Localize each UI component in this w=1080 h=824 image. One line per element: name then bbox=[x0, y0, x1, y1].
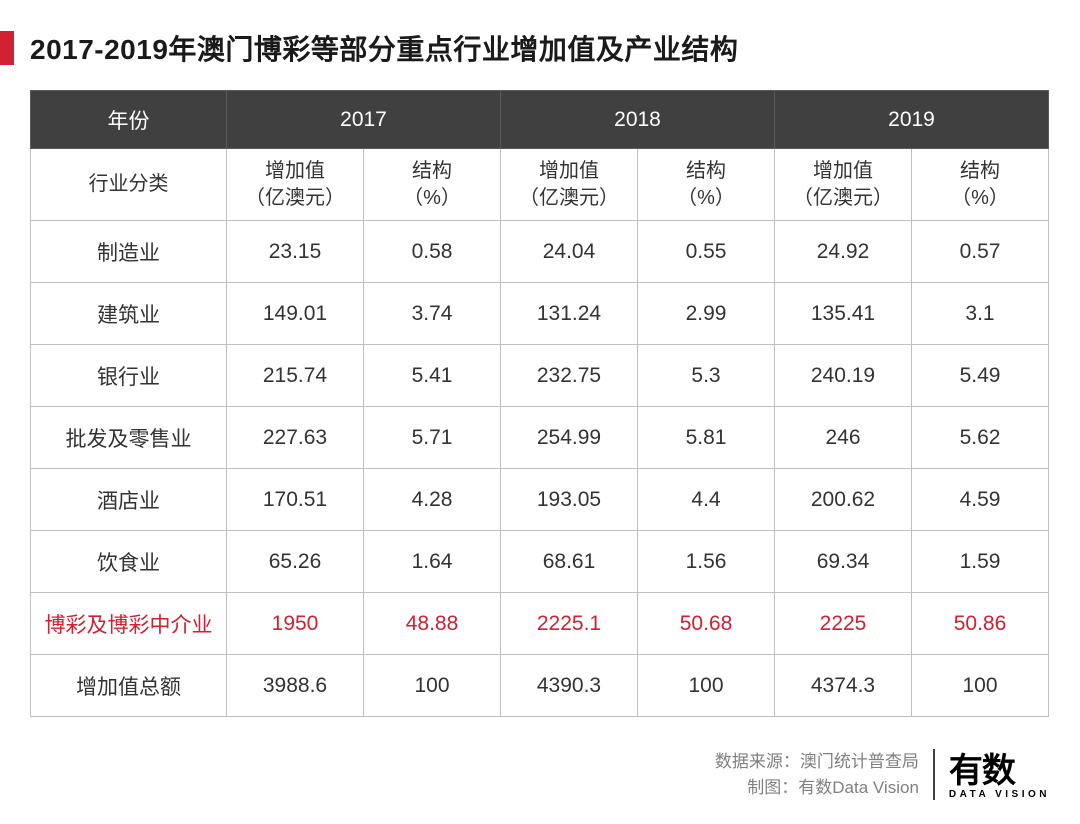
cell-p18: 5.81 bbox=[638, 407, 775, 469]
cell-p17: 0.58 bbox=[364, 221, 501, 283]
source-value: 澳门统计普查局 bbox=[800, 752, 919, 771]
subhead-pct-2019: 结构（%） bbox=[912, 149, 1049, 221]
row-name: 建筑业 bbox=[31, 283, 227, 345]
header-year-2019: 2019 bbox=[775, 91, 1049, 149]
cell-p19: 50.86 bbox=[912, 593, 1049, 655]
cell-p19: 0.57 bbox=[912, 221, 1049, 283]
cell-p19: 5.62 bbox=[912, 407, 1049, 469]
header-year-label: 年份 bbox=[31, 91, 227, 149]
cell-p19: 1.59 bbox=[912, 531, 1049, 593]
chart-value: 有数Data Vision bbox=[798, 778, 919, 797]
cell-p18: 4.4 bbox=[638, 469, 775, 531]
cell-p19: 100 bbox=[912, 655, 1049, 717]
page-title: 2017-2019年澳门博彩等部分重点行业增加值及产业结构 bbox=[30, 28, 738, 68]
cell-p19: 3.1 bbox=[912, 283, 1049, 345]
cell-v17: 65.26 bbox=[227, 531, 364, 593]
cell-v18: 193.05 bbox=[501, 469, 638, 531]
cell-v19: 2225 bbox=[775, 593, 912, 655]
cell-v17: 149.01 bbox=[227, 283, 364, 345]
cell-v18: 131.24 bbox=[501, 283, 638, 345]
cell-v17: 170.51 bbox=[227, 469, 364, 531]
row-name: 酒店业 bbox=[31, 469, 227, 531]
cell-v18: 68.61 bbox=[501, 531, 638, 593]
footer: 数据来源：澳门统计普查局 制图：有数Data Vision 有数 DATA VI… bbox=[715, 749, 1050, 800]
subhead-val-2019: 增加值（亿澳元） bbox=[775, 149, 912, 221]
cell-v19: 24.92 bbox=[775, 221, 912, 283]
row-name: 博彩及博彩中介业 bbox=[31, 593, 227, 655]
logo-sub-text: DATA VISION bbox=[949, 790, 1050, 800]
cell-v18: 2225.1 bbox=[501, 593, 638, 655]
cell-v19: 4374.3 bbox=[775, 655, 912, 717]
row-name: 银行业 bbox=[31, 345, 227, 407]
cell-p17: 4.28 bbox=[364, 469, 501, 531]
title-bar: 2017-2019年澳门博彩等部分重点行业增加值及产业结构 bbox=[0, 28, 1050, 68]
industry-table: 年份 2017 2018 2019 行业分类 增加值（亿澳元） 结构（%） 增加… bbox=[30, 90, 1049, 717]
table-row: 建筑业149.013.74131.242.99135.413.1 bbox=[31, 283, 1049, 345]
logo: 有数 DATA VISION bbox=[949, 754, 1050, 800]
subhead-val-2018: 增加值（亿澳元） bbox=[501, 149, 638, 221]
cell-v19: 246 bbox=[775, 407, 912, 469]
cell-v18: 24.04 bbox=[501, 221, 638, 283]
table-row: 制造业23.150.5824.040.5524.920.57 bbox=[31, 221, 1049, 283]
table-row: 酒店业170.514.28193.054.4200.624.59 bbox=[31, 469, 1049, 531]
row-name: 制造业 bbox=[31, 221, 227, 283]
subhead-pct-2018: 结构（%） bbox=[638, 149, 775, 221]
table-row: 饮食业65.261.6468.611.5669.341.59 bbox=[31, 531, 1049, 593]
cell-v17: 227.63 bbox=[227, 407, 364, 469]
chart-label: 制图： bbox=[747, 778, 798, 797]
cell-p18: 1.56 bbox=[638, 531, 775, 593]
cell-p18: 100 bbox=[638, 655, 775, 717]
cell-v19: 135.41 bbox=[775, 283, 912, 345]
logo-main-text: 有数 bbox=[949, 754, 1015, 788]
cell-v18: 254.99 bbox=[501, 407, 638, 469]
cell-p18: 0.55 bbox=[638, 221, 775, 283]
subhead-val-2017: 增加值（亿澳元） bbox=[227, 149, 364, 221]
cell-v19: 240.19 bbox=[775, 345, 912, 407]
header-year-2018: 2018 bbox=[501, 91, 775, 149]
cell-p17: 5.41 bbox=[364, 345, 501, 407]
cell-v18: 4390.3 bbox=[501, 655, 638, 717]
subhead-pct-2017: 结构（%） bbox=[364, 149, 501, 221]
cell-p17: 3.74 bbox=[364, 283, 501, 345]
cell-v17: 23.15 bbox=[227, 221, 364, 283]
source-label: 数据来源： bbox=[715, 752, 800, 771]
cell-p18: 5.3 bbox=[638, 345, 775, 407]
row-name: 批发及零售业 bbox=[31, 407, 227, 469]
cell-p18: 50.68 bbox=[638, 593, 775, 655]
cell-p17: 5.71 bbox=[364, 407, 501, 469]
cell-p17: 100 bbox=[364, 655, 501, 717]
subhead-category: 行业分类 bbox=[31, 149, 227, 221]
cell-p18: 2.99 bbox=[638, 283, 775, 345]
cell-v17: 215.74 bbox=[227, 345, 364, 407]
row-name: 饮食业 bbox=[31, 531, 227, 593]
header-year-2017: 2017 bbox=[227, 91, 501, 149]
cell-p17: 1.64 bbox=[364, 531, 501, 593]
table-row: 增加值总额3988.61004390.31004374.3100 bbox=[31, 655, 1049, 717]
table-body: 行业分类 增加值（亿澳元） 结构（%） 增加值（亿澳元） 结构（%） 增加值（亿… bbox=[31, 149, 1049, 717]
cell-v19: 200.62 bbox=[775, 469, 912, 531]
cell-p19: 5.49 bbox=[912, 345, 1049, 407]
cell-v19: 69.34 bbox=[775, 531, 912, 593]
row-name: 增加值总额 bbox=[31, 655, 227, 717]
table-row: 批发及零售业227.635.71254.995.812465.62 bbox=[31, 407, 1049, 469]
table-subheader: 行业分类 增加值（亿澳元） 结构（%） 增加值（亿澳元） 结构（%） 增加值（亿… bbox=[31, 149, 1049, 221]
table-header: 年份 2017 2018 2019 bbox=[31, 91, 1049, 149]
table-row: 银行业215.745.41232.755.3240.195.49 bbox=[31, 345, 1049, 407]
title-accent-block bbox=[0, 31, 14, 65]
cell-p17: 48.88 bbox=[364, 593, 501, 655]
cell-v17: 1950 bbox=[227, 593, 364, 655]
cell-v18: 232.75 bbox=[501, 345, 638, 407]
cell-v17: 3988.6 bbox=[227, 655, 364, 717]
footer-attribution: 数据来源：澳门统计普查局 制图：有数Data Vision bbox=[715, 749, 935, 800]
table-row: 博彩及博彩中介业195048.882225.150.68222550.86 bbox=[31, 593, 1049, 655]
cell-p19: 4.59 bbox=[912, 469, 1049, 531]
